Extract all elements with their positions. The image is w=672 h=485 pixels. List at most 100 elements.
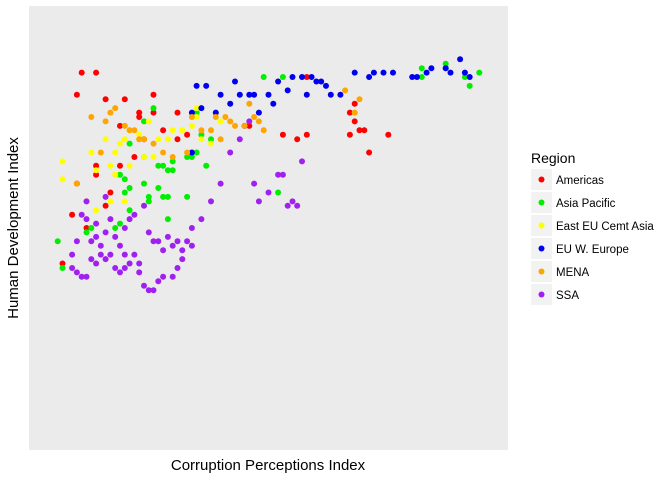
- data-point: [107, 198, 114, 205]
- data-point: [169, 242, 176, 249]
- data-point: [169, 158, 176, 165]
- data-point: [117, 162, 123, 169]
- data-point: [59, 260, 66, 267]
- data-point: [150, 109, 157, 116]
- data-point: [121, 189, 128, 196]
- data-point: [188, 122, 195, 129]
- data-point: [102, 118, 109, 125]
- data-point: [457, 56, 464, 63]
- data-point: [102, 136, 109, 143]
- data-point: [102, 202, 109, 209]
- data-point: [126, 162, 133, 169]
- data-point: [299, 158, 305, 165]
- legend-label: EU W. Europe: [556, 244, 629, 256]
- data-point: [370, 69, 377, 76]
- data-point: [193, 105, 200, 112]
- data-point: [179, 247, 186, 254]
- data-point: [366, 149, 373, 156]
- data-point: [275, 171, 282, 178]
- data-point: [164, 193, 171, 200]
- data-point: [184, 238, 191, 245]
- data-point: [184, 131, 191, 138]
- data-point: [102, 193, 109, 200]
- data-point: [466, 82, 473, 89]
- data-point: [246, 100, 253, 107]
- data-point: [289, 198, 296, 205]
- data-point: [150, 287, 157, 294]
- data-point: [169, 127, 176, 134]
- data-point: [59, 265, 66, 271]
- legend-marker: [538, 268, 545, 275]
- data-point: [179, 256, 186, 263]
- data-point: [184, 149, 191, 156]
- data-point: [246, 91, 253, 98]
- data-point: [212, 114, 219, 120]
- data-point: [97, 251, 104, 258]
- data-point: [69, 265, 76, 271]
- data-point: [145, 229, 152, 236]
- data-point: [102, 96, 109, 103]
- data-point: [255, 118, 262, 125]
- data-point: [208, 140, 214, 147]
- data-point: [227, 100, 234, 107]
- data-point: [107, 251, 114, 258]
- data-point: [121, 136, 128, 143]
- data-point: [246, 122, 253, 129]
- data-point: [169, 167, 176, 174]
- legend-label: Asia Pacific: [556, 198, 616, 210]
- data-point: [93, 171, 100, 178]
- data-point: [212, 109, 219, 116]
- data-point: [131, 211, 138, 218]
- data-point: [198, 216, 205, 223]
- data-point: [145, 118, 152, 125]
- data-point: [93, 69, 100, 76]
- data-point: [69, 251, 76, 258]
- data-point: [217, 180, 224, 187]
- data-point: [131, 127, 138, 134]
- data-point: [102, 256, 109, 263]
- data-point: [150, 140, 157, 147]
- data-point: [351, 69, 358, 76]
- x-axis-title: Corruption Perceptions Index: [171, 457, 366, 474]
- data-point: [198, 127, 205, 134]
- data-point: [121, 96, 128, 103]
- data-point: [193, 149, 200, 156]
- data-point: [112, 149, 119, 156]
- data-point: [303, 131, 310, 138]
- series-asia-pacific: [54, 60, 483, 271]
- data-point: [83, 198, 90, 205]
- data-point: [466, 74, 473, 80]
- data-point: [409, 74, 416, 80]
- data-point: [117, 140, 123, 147]
- data-point: [318, 78, 325, 85]
- legend-label: SSA: [556, 290, 579, 302]
- legend-label: MENA: [556, 267, 590, 279]
- data-point: [93, 167, 100, 174]
- data-point: [83, 273, 90, 280]
- data-point: [93, 233, 100, 240]
- data-point: [184, 154, 191, 160]
- data-point: [294, 202, 301, 209]
- data-point: [73, 180, 80, 187]
- data-point: [155, 238, 162, 245]
- data-point: [246, 118, 253, 125]
- data-point: [418, 65, 425, 72]
- data-point: [160, 247, 167, 254]
- data-point: [150, 238, 157, 245]
- data-point: [447, 69, 454, 76]
- legend-marker: [538, 199, 545, 206]
- data-point: [275, 189, 282, 196]
- data-point: [121, 251, 128, 258]
- data-point: [442, 60, 449, 67]
- data-point: [198, 131, 205, 138]
- data-point: [97, 149, 104, 156]
- data-point: [117, 122, 123, 129]
- data-point: [313, 78, 320, 85]
- data-point: [164, 233, 171, 240]
- data-point: [59, 158, 66, 165]
- data-point: [145, 287, 152, 294]
- data-point: [169, 154, 176, 160]
- data-point: [198, 136, 205, 143]
- data-point: [208, 127, 214, 134]
- data-point: [136, 131, 143, 138]
